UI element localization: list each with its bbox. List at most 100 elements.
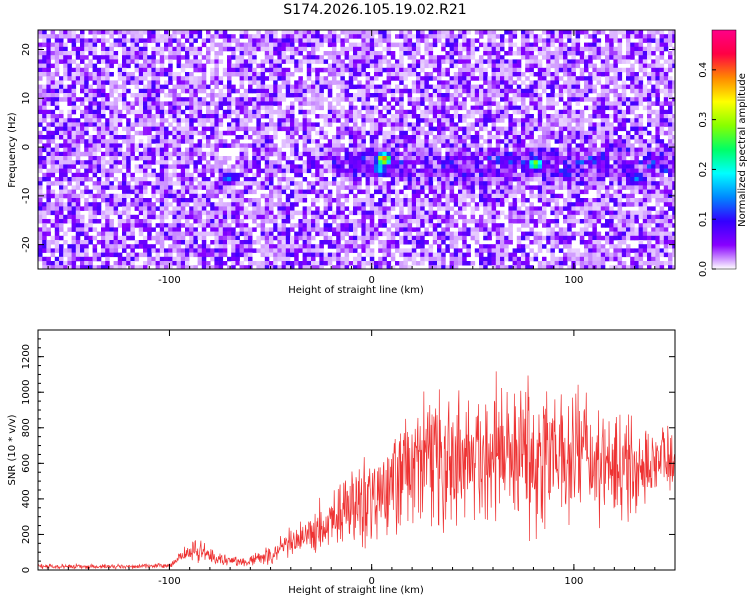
heatmap-cell [101,30,106,35]
heatmap-cell [638,151,644,157]
heatmap-cell [143,189,148,195]
heatmap-cell [437,164,442,169]
heatmap-cell [84,67,89,73]
heatmap-cell [537,168,543,174]
heatmap-cell [130,80,135,85]
heatmap-cell [668,177,673,182]
heatmap-cell [600,97,606,102]
heatmap-cell [340,51,345,56]
heatmap-cell [479,135,484,140]
heatmap-cell [88,135,93,140]
heatmap-cell [126,181,131,186]
heatmap-cell [542,76,547,81]
heatmap-cell [542,46,547,52]
heatmap-cell [277,38,282,43]
heatmap-cell [584,55,589,60]
heatmap-cell [626,76,631,81]
heatmap-cell [285,193,291,199]
heatmap-cell [59,177,64,182]
heatmap-cell [239,84,245,90]
heatmap-cell [42,88,47,94]
heatmap-cell [525,38,530,43]
heatmap-cell [663,34,669,39]
heatmap-cell [365,168,371,174]
heatmap-cell [672,181,675,186]
heatmap-cell [185,80,190,85]
heatmap-cell [550,122,555,127]
heatmap-cell [390,130,396,136]
heatmap-cell [185,135,190,140]
heatmap-cell [54,63,60,69]
heatmap-cell [449,84,455,90]
heatmap-cell [348,143,354,148]
heatmap-cell [164,143,169,148]
heatmap-cell [529,156,534,161]
heatmap-cell [592,130,597,136]
heatmap-cell [357,30,362,35]
heatmap-cell [474,30,480,35]
heatmap-cell [504,80,509,85]
heatmap-cell [71,160,77,165]
heatmap-cell [42,164,47,169]
heatmap-cell [214,168,219,174]
heatmap-cell [369,193,375,199]
heatmap-cell [668,105,673,111]
heatmap-cell [508,59,513,64]
heatmap-cell [668,109,673,115]
heatmap-cell [596,42,602,48]
heatmap-cell [390,67,396,73]
heatmap-cell [67,160,72,165]
heatmap-cell [575,177,581,182]
heatmap-cell [50,97,56,102]
heatmap-cell [613,164,618,169]
heatmap-cell [239,143,245,148]
heatmap-cell [84,139,89,144]
heatmap-cell [579,156,585,161]
heatmap-cell [369,156,375,161]
heatmap-cell [306,76,312,81]
heatmap-cell [525,156,530,161]
heatmap-cell [663,80,669,85]
heatmap-cell [550,172,555,178]
heatmap-cell [647,156,652,161]
heatmap-cell [231,164,236,169]
heatmap-cell [189,147,194,153]
heatmap-cell [88,151,93,157]
heatmap-cell [428,97,434,102]
heatmap-cell [647,42,652,48]
heatmap-cell [508,130,513,136]
heatmap-cell [449,38,455,43]
heatmap-cell [441,189,446,195]
heatmap-cell [117,84,123,90]
heatmap-cell [647,168,652,174]
heatmap-cell [264,42,270,48]
heatmap-cell [369,46,375,52]
heatmap-cell [521,105,526,111]
heatmap-cell [243,46,249,52]
heatmap-cell [647,118,652,123]
heatmap-cell [554,160,560,165]
heatmap-cell [529,160,534,165]
heatmap-cell [504,164,509,169]
heatmap-cell [462,67,467,73]
heatmap-cell [441,84,446,90]
heatmap-cell [222,101,228,106]
heatmap-cell [155,151,161,157]
heatmap-cell [483,30,488,35]
heatmap-cell [579,97,585,102]
heatmap-cell [63,139,68,144]
heatmap-cell [647,147,652,153]
heatmap-cell [201,181,207,186]
heatmap-cell [617,164,623,169]
heatmap-cell [609,135,614,140]
heatmap-cell [441,114,446,119]
heatmap-cell [445,105,450,111]
heatmap-cell [479,63,484,69]
heatmap-cell [84,63,89,69]
heatmap-cell [164,156,169,161]
heatmap-cell [172,105,177,111]
heatmap-cell [621,88,627,94]
heatmap-cell [71,126,77,132]
heatmap-cell [348,105,354,111]
heatmap-cell [353,135,358,140]
